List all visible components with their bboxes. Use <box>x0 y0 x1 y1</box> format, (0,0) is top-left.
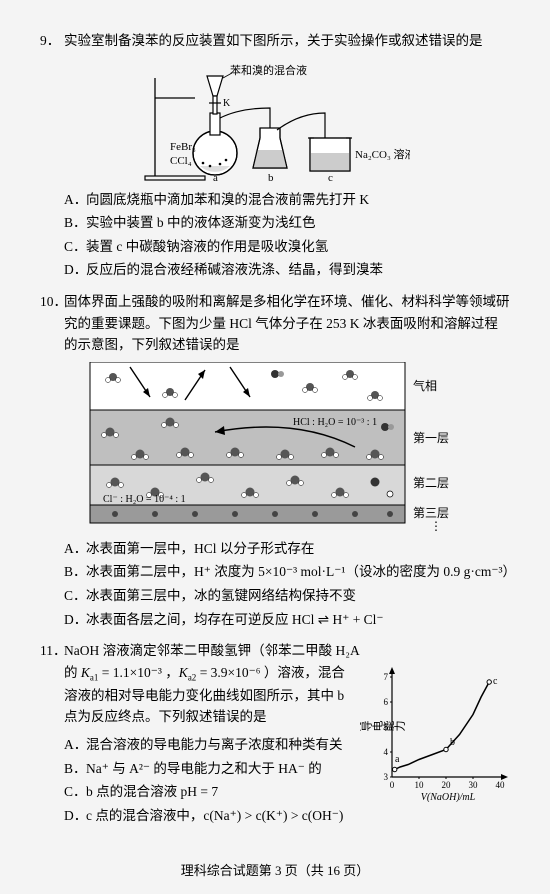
opt-letter: C． <box>64 781 86 803</box>
q11-p2-pre: 的 <box>64 665 81 680</box>
ka2-val: = 3.9×10⁻⁶ <box>196 665 260 680</box>
q11-left: 的 Ka1 = 1.1×10⁻³ ，Ka2 = 3.9×10⁻⁶ ）溶液，混合溶… <box>40 662 352 829</box>
q10-text: 固体界面上强酸的吸附和离解是多相化学在环境、催化、材料科学等领域研究的重要课题。… <box>64 291 510 356</box>
opt-letter: D． <box>64 259 86 281</box>
xlabel: V(NaOH)/mL <box>421 792 476 802</box>
q9-opt-a: A．向圆底烧瓶中滴加苯和溴的混合液前需先打开 K <box>64 189 510 211</box>
xtick: 30 <box>469 780 479 790</box>
question-10: 10． 固体界面上强酸的吸附和离解是多相化学在环境、催化、材料科学等领域研究的重… <box>40 291 510 630</box>
xtick: 0 <box>390 780 395 790</box>
ytick: 4 <box>384 747 389 757</box>
q10-opt-a: A．冰表面第一层中，HCl 以分子形式存在 <box>64 538 510 560</box>
ytick: 3 <box>384 772 389 782</box>
q9-opt-c: C．装置 c 中碳酸钠溶液的作用是吸收溴化氢 <box>64 236 510 258</box>
ytick: 6 <box>384 697 389 707</box>
q10-opt-c: C．冰表面第三层中，冰的氢键网络结构保持不变 <box>64 585 510 607</box>
q9-number: 9． <box>40 30 64 52</box>
opt-text: 反应后的混合液经稀碱溶液洗涤、结晶，得到溴苯 <box>86 259 510 281</box>
q11-opt-a: A．混合溶液的导电能力与离子浓度和种类有关 <box>64 734 352 756</box>
ice-surface-diagram: HCl : H₂O = 10⁻³ : 1 Cl⁻ : H₂O = 10⁻⁴ : … <box>75 362 475 532</box>
q11-opt-b: B．Na⁺ 与 A²⁻ 的导电能力之和大于 HA⁻ 的 <box>64 758 352 780</box>
q10-opt-d: D．冰表面各层之间，均存在可逆反应 HCl ⇌ H⁺ + Cl⁻ <box>64 609 510 631</box>
xtick: 40 <box>496 780 506 790</box>
opt-letter: A． <box>64 734 86 756</box>
opt-text: 冰表面第二层中，H⁺ 浓度为 5×10⁻³ mol·L⁻¹（设冰的密度为 0.9… <box>86 561 510 583</box>
label-na2co3: Na₂CO₃ 溶液 <box>355 147 410 161</box>
opt-text: Na⁺ 与 A²⁻ 的导电能力之和大于 HA⁻ 的 <box>86 758 352 780</box>
label-k: K <box>223 98 231 109</box>
label-gas-phase: 气相 <box>413 378 437 393</box>
question-11: 11． NaOH 溶液滴定邻苯二甲酸氢钾（邻苯二甲酸 H₂A 的 Ka1 = 1… <box>40 640 510 828</box>
ytick: 7 <box>384 672 389 682</box>
label-ccl4: CCl₄ <box>170 155 192 167</box>
q9-stem: 9． 实验室制备溴苯的反应装置如下图所示，关于实验操作或叙述错误的是 <box>40 30 510 52</box>
label-ratio1: HCl : H₂O = 10⁻³ : 1 <box>293 417 377 428</box>
ka1-val: = 1.1×10⁻³ <box>98 665 162 680</box>
label-febr3: FeBr₃ <box>170 141 196 153</box>
q10-options: A．冰表面第一层中，HCl 以分子形式存在 B．冰表面第二层中，H⁺ 浓度为 5… <box>64 538 510 630</box>
opt-letter: A． <box>64 189 86 211</box>
opt-letter: B． <box>64 561 86 583</box>
label-layer1: 第一层 <box>413 431 449 445</box>
point-a: a <box>395 754 400 765</box>
xtick: 10 <box>415 780 425 790</box>
q9-figure: K 苯和溴的混合液 FeBr₃ CCl₄ a b c Na₂CO₃ 溶液 <box>40 58 510 183</box>
page-footer: 理科综合试题第 3 页（共 16 页） <box>0 861 550 882</box>
q11-text: NaOH 溶液滴定邻苯二甲酸氢钾（邻苯二甲酸 H₂A <box>64 640 510 662</box>
ka1-k: K <box>81 665 90 680</box>
opt-letter: D． <box>64 609 86 631</box>
label-b: b <box>268 172 274 183</box>
opt-text: 装置 c 中碳酸钠溶液的作用是吸收溴化氢 <box>86 236 510 258</box>
label-dots: ⋮ <box>430 519 442 532</box>
opt-text: 实验中装置 b 中的液体逐渐变为浅红色 <box>86 212 510 234</box>
ka2-k: K <box>179 665 188 680</box>
q10-stem: 10． 固体界面上强酸的吸附和离解是多相化学在环境、催化、材料科学等领域研究的重… <box>40 291 510 356</box>
q11-opt-d: D．c 点的混合溶液中，c(Na⁺) > c(K⁺) > c(OH⁻) <box>64 805 352 827</box>
point-b: b <box>450 737 455 748</box>
apparatus-diagram: K 苯和溴的混合液 FeBr₃ CCl₄ a b c Na₂CO₃ 溶液 <box>140 58 410 183</box>
q10-opt-b: B．冰表面第二层中，H⁺ 浓度为 5×10⁻³ mol·L⁻¹（设冰的密度为 0… <box>64 561 510 583</box>
opt-text: b 点的混合溶液 pH = 7 <box>86 781 352 803</box>
opt-letter: A． <box>64 538 86 560</box>
opt-text: 混合溶液的导电能力与离子浓度和种类有关 <box>86 734 352 756</box>
curve <box>395 682 490 770</box>
opt-text: 冰表面第三层中，冰的氢键网络结构保持不变 <box>86 585 510 607</box>
q11-stem-cont: 的 Ka1 = 1.1×10⁻³ ，Ka2 = 3.9×10⁻⁶ ）溶液，混合溶… <box>64 662 352 728</box>
opt-text: c 点的混合溶液中，c(Na⁺) > c(K⁺) > c(OH⁻) <box>86 805 352 827</box>
q10-figure: HCl : H₂O = 10⁻³ : 1 Cl⁻ : H₂O = 10⁻⁴ : … <box>40 362 510 532</box>
q9-options: A．向圆底烧瓶中滴加苯和溴的混合液前需先打开 K B．实验中装置 b 中的液体逐… <box>64 189 510 281</box>
opt-text: 冰表面各层之间，均存在可逆反应 HCl ⇌ H⁺ + Cl⁻ <box>86 609 510 631</box>
opt-letter: C． <box>64 236 86 258</box>
q11-number: 11． <box>40 640 64 662</box>
label-layer3: 第三层 <box>413 506 449 520</box>
q9-opt-d: D．反应后的混合液经稀碱溶液洗涤、结晶，得到溴苯 <box>64 259 510 281</box>
label-a: a <box>213 172 218 183</box>
opt-text: 向圆底烧瓶中滴加苯和溴的混合液前需先打开 K <box>86 189 510 211</box>
q9-text: 实验室制备溴苯的反应装置如下图所示，关于实验操作或叙述错误的是 <box>64 30 510 52</box>
ka-sep: ， <box>162 665 179 680</box>
ylabel: 相对导电能力 <box>360 720 405 733</box>
q11-opt-c: C．b 点的混合溶液 pH = 7 <box>64 781 352 803</box>
q11-chart: 3 4 5 6 7 0 10 20 30 40 相对导电能力 V(NaOH)/m… <box>360 662 510 829</box>
opt-text: 冰表面第一层中，HCl 以分子形式存在 <box>86 538 510 560</box>
label-c: c <box>328 172 333 183</box>
q10-number: 10． <box>40 291 64 356</box>
q9-opt-b: B．实验中装置 b 中的液体逐渐变为浅红色 <box>64 212 510 234</box>
point-c: c <box>493 676 498 687</box>
q11-stem-line1: 11． NaOH 溶液滴定邻苯二甲酸氢钾（邻苯二甲酸 H₂A <box>40 640 510 662</box>
opt-letter: B． <box>64 212 86 234</box>
q11-body: 的 Ka1 = 1.1×10⁻³ ，Ka2 = 3.9×10⁻⁶ ）溶液，混合溶… <box>40 662 510 829</box>
question-9: 9． 实验室制备溴苯的反应装置如下图所示，关于实验操作或叙述错误的是 K 苯和溴… <box>40 30 510 281</box>
opt-letter: C． <box>64 585 86 607</box>
q11-options: A．混合溶液的导电能力与离子浓度和种类有关 B．Na⁺ 与 A²⁻ 的导电能力之… <box>64 734 352 826</box>
conductivity-chart: 3 4 5 6 7 0 10 20 30 40 相对导电能力 V(NaOH)/m… <box>360 662 510 802</box>
label-mixture: 苯和溴的混合液 <box>230 63 307 77</box>
label-ratio2: Cl⁻ : H₂O = 10⁻⁴ : 1 <box>103 494 186 505</box>
opt-letter: D． <box>64 805 86 827</box>
xtick: 20 <box>442 780 452 790</box>
opt-letter: B． <box>64 758 86 780</box>
label-layer2: 第二层 <box>413 476 449 490</box>
